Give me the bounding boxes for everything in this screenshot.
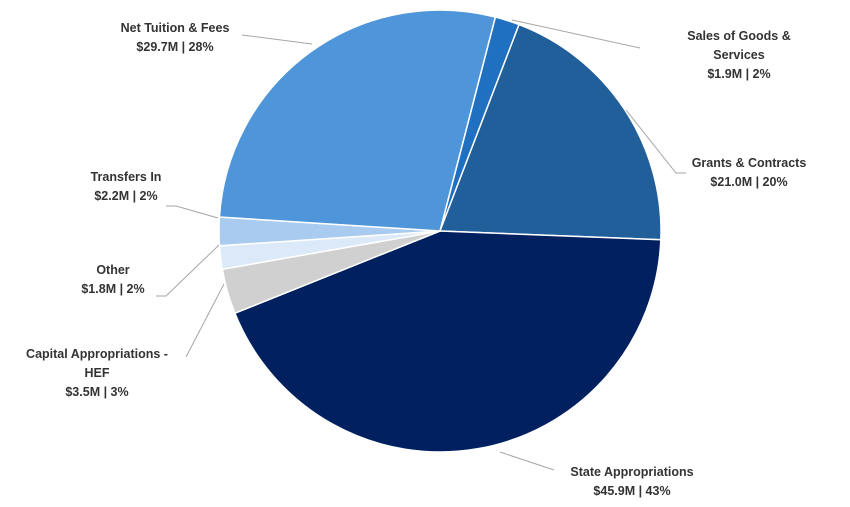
pie-slice-net-tuition-fees <box>218 9 497 232</box>
data-label-other: Other $1.8M | 2% <box>81 263 144 296</box>
pie-slice-state-appropriations <box>233 230 662 453</box>
data-label-capital-appropriations-hef: Capital Appropriations -HEF $3.5M | 3% <box>26 347 168 399</box>
data-label-net-tuition-fees: Net Tuition & Fees $29.7M | 28% <box>121 21 230 54</box>
data-label-transfers-in: Transfers In $2.2M | 2% <box>91 170 162 203</box>
leader-line-transfers-in <box>166 205 219 219</box>
leader-line-capital-appropriations-hef <box>185 283 225 358</box>
data-label-sales-of-goods-services: Sales of Goods & Services $1.9M | 2% <box>687 29 791 81</box>
leader-line-state-appropriations <box>499 451 555 471</box>
pie-slice-grants-contracts <box>438 23 662 241</box>
data-label-grants-contracts: Grants & Contracts $21.0M | 20% <box>692 156 807 189</box>
data-label-state-appropriations: State Appropriations $45.9M | 43% <box>570 465 693 498</box>
leader-line-grants-contracts <box>625 109 686 174</box>
leader-line-net-tuition-fees <box>241 34 313 45</box>
leader-line-sales-of-goods-services <box>511 19 641 49</box>
leader-line-other <box>156 244 220 297</box>
